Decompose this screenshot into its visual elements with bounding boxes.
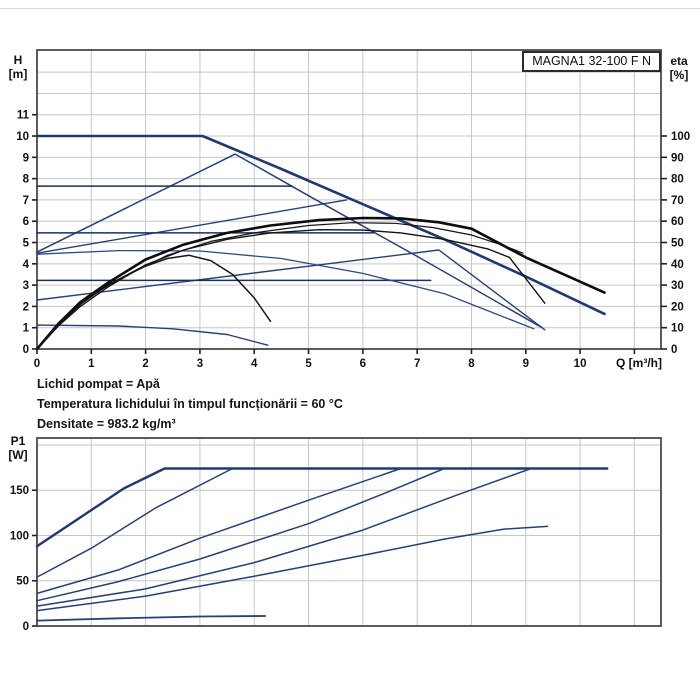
svg-text:100: 100 — [671, 131, 690, 143]
svg-text:2: 2 — [23, 301, 29, 313]
power-chart: 0 50 100 150 — [10, 437, 662, 633]
svg-text:6: 6 — [23, 216, 29, 228]
speed-curve-mid — [36, 249, 535, 330]
info-line-temperature: Temperatura lichidului în timpul funcțio… — [37, 397, 343, 411]
svg-text:0: 0 — [23, 621, 29, 633]
svg-text:40: 40 — [671, 259, 684, 271]
svg-text:3: 3 — [197, 358, 203, 370]
power-max-curve — [35, 467, 609, 548]
eta-axis-unit: [%] — [669, 68, 689, 82]
svg-text:10: 10 — [574, 358, 587, 370]
svg-text:0: 0 — [671, 344, 677, 356]
svg-text:4: 4 — [23, 259, 30, 271]
page-top-border — [0, 8, 700, 9]
svg-text:7: 7 — [414, 358, 420, 370]
svg-text:6: 6 — [360, 358, 366, 370]
power-min-curve — [36, 615, 267, 622]
power-curve-4 — [36, 467, 446, 602]
h-axis-symbol: H — [13, 53, 23, 67]
p1-axis-unit: [W] — [8, 448, 28, 462]
power-curve-3 — [36, 467, 402, 595]
power-curve-5 — [36, 467, 532, 607]
eta-curve-reduced — [36, 254, 272, 350]
svg-text:10: 10 — [671, 323, 684, 335]
svg-text:60: 60 — [671, 216, 684, 228]
prop-pressure-low — [36, 249, 546, 331]
h-axis-label: H [m] — [3, 53, 33, 81]
svg-text:5: 5 — [23, 238, 30, 250]
info-line-liquid: Lichid pompat = Apă — [37, 377, 160, 391]
prop-pressure-mid — [36, 199, 348, 254]
svg-text:2: 2 — [142, 358, 148, 370]
eta-axis-label: eta [%] — [664, 54, 694, 82]
svg-text:50: 50 — [16, 576, 29, 588]
svg-text:30: 30 — [671, 280, 684, 292]
svg-text:9: 9 — [523, 358, 529, 370]
power-curve-2 — [36, 467, 234, 578]
max-curve — [35, 134, 606, 316]
info-line-density: Densitate = 983.2 kg/m³ — [37, 417, 176, 431]
svg-text:1: 1 — [23, 323, 30, 335]
q-axis-label: Q [m³/h] — [616, 356, 662, 370]
svg-text:0: 0 — [23, 344, 29, 356]
operating-conditions: Lichid pompat = Apă Temperatura lichidul… — [37, 374, 343, 434]
svg-text:5: 5 — [305, 358, 312, 370]
svg-text:11: 11 — [17, 110, 30, 122]
h-axis-unit: [m] — [8, 67, 28, 81]
svg-text:4: 4 — [251, 358, 258, 370]
svg-text:150: 150 — [10, 485, 29, 497]
svg-text:10: 10 — [16, 131, 29, 143]
svg-text:3: 3 — [23, 280, 29, 292]
svg-text:7: 7 — [23, 195, 29, 207]
eta-max-curve — [35, 216, 606, 351]
min-curve — [36, 324, 269, 346]
svg-text:20: 20 — [671, 301, 684, 313]
pump-model-badge: MAGNA1 32-100 F N — [522, 51, 661, 72]
svg-text:0: 0 — [34, 358, 40, 370]
eta-axis-symbol: eta — [670, 54, 688, 68]
p1-axis-label: P1 [W] — [3, 434, 33, 462]
power-curve-6 — [36, 525, 549, 612]
svg-text:50: 50 — [671, 238, 684, 250]
svg-text:80: 80 — [671, 174, 684, 186]
svg-text:100: 100 — [10, 530, 29, 542]
svg-text:8: 8 — [468, 358, 475, 370]
svg-text:8: 8 — [23, 174, 30, 186]
eta-curve-2 — [36, 228, 546, 350]
svg-text:70: 70 — [671, 195, 684, 207]
p1-axis-symbol: P1 — [10, 434, 26, 448]
svg-text:1: 1 — [88, 358, 95, 370]
svg-text:90: 90 — [671, 152, 684, 164]
eta-curve-3 — [36, 222, 524, 350]
head-efficiency-chart: 0 1 2 3 4 5 6 7 8 9 10 11 0 10 20 30 40 50 60 70 80 90 100 0 1 2 3… — [16, 49, 690, 370]
svg-text:9: 9 — [23, 152, 29, 164]
